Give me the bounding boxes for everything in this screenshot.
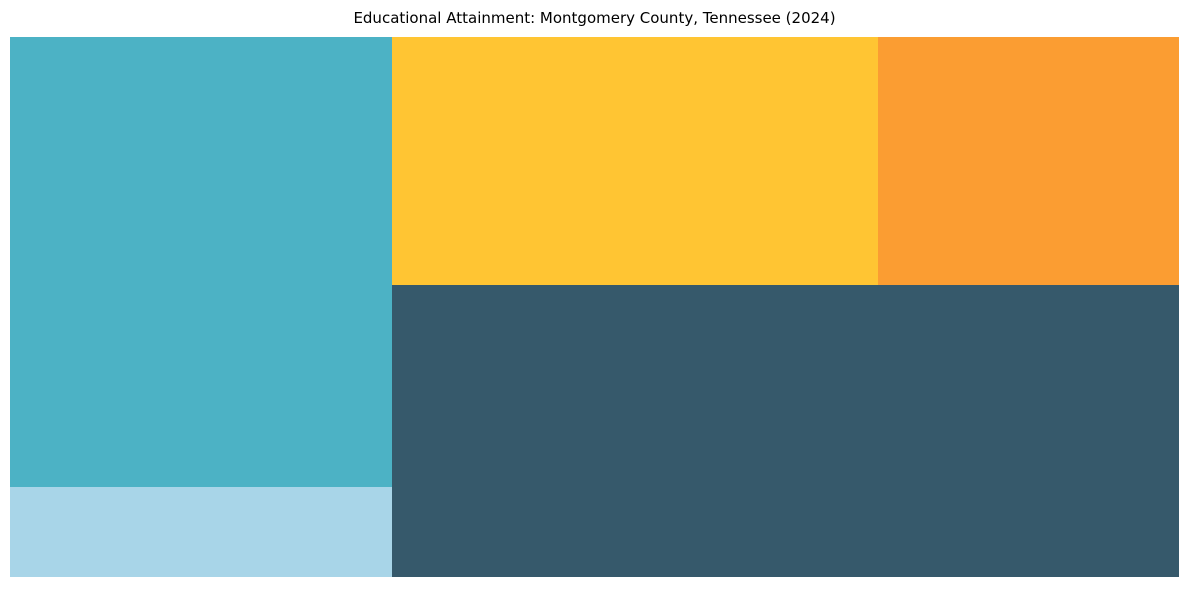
yellow-segment	[392, 37, 878, 285]
dark-slate-segment	[392, 285, 1179, 577]
light-blue-segment	[10, 486, 392, 577]
teal-segment	[10, 37, 392, 487]
orange-segment	[878, 37, 1179, 285]
chart-title: Educational Attainment: Montgomery Count…	[353, 9, 836, 27]
treemap-plot	[10, 37, 1179, 577]
